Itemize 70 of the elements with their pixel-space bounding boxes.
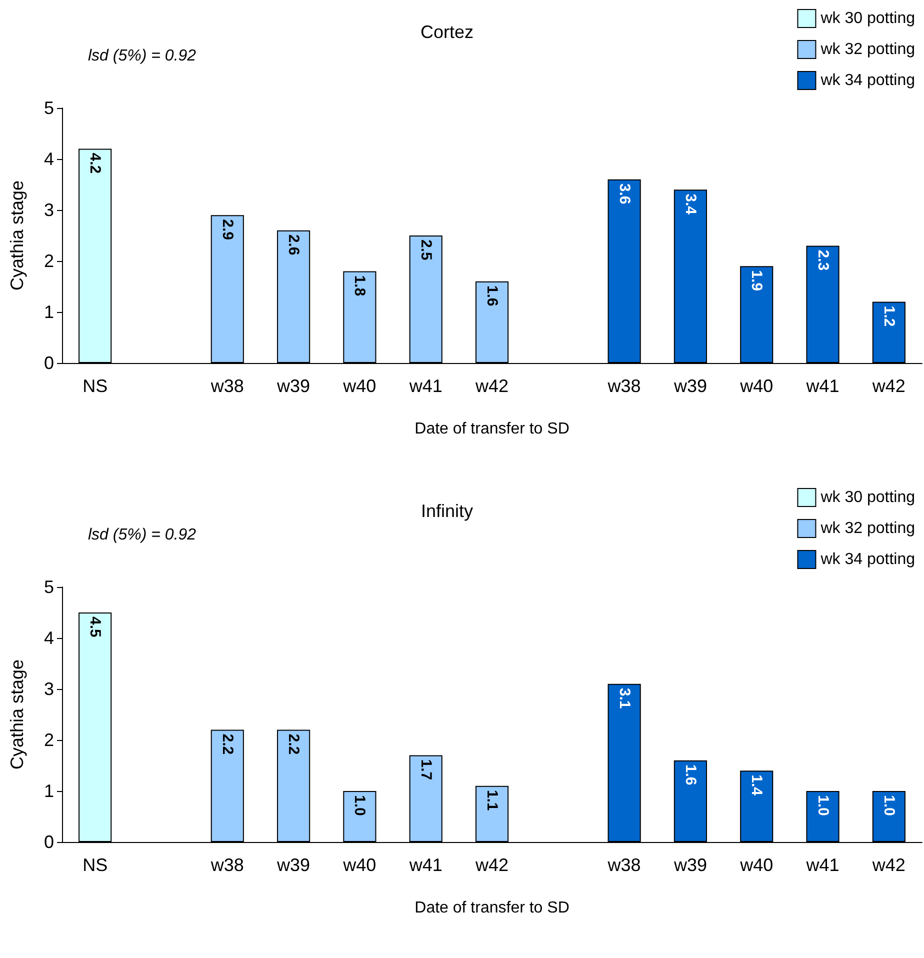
y-tick-label: 5: [44, 98, 54, 118]
x-tick-label: w38: [210, 376, 244, 396]
data-label: 4.5: [86, 616, 104, 638]
y-tick-label: 5: [44, 577, 54, 597]
data-label: 1.0: [351, 795, 368, 816]
y-tick-label: 3: [44, 200, 54, 220]
data-label: 3.1: [616, 688, 633, 709]
data-label: 2.5: [417, 240, 434, 260]
x-tick-label: w38: [210, 855, 244, 875]
data-label: 2.6: [285, 234, 302, 256]
y-axis-title: Cyathia stage: [7, 180, 27, 291]
x-tick-label: w42: [474, 376, 509, 396]
y-tick-label: 1: [44, 781, 54, 801]
data-label: 1.4: [748, 774, 766, 796]
legend-label: wk 30 potting: [820, 489, 915, 506]
x-tick-label: w40: [342, 855, 376, 875]
data-label: 1.0: [880, 795, 898, 816]
y-tick-label: 1: [44, 302, 54, 322]
data-label: 1.1: [484, 790, 500, 811]
data-label: 4.2: [86, 152, 104, 174]
x-tick-label: w41: [408, 855, 442, 875]
y-tick-label: 2: [44, 251, 54, 271]
x-tick-label: w42: [871, 855, 906, 875]
chart-title: Infinity: [420, 501, 474, 521]
x-tick-label: w41: [408, 376, 442, 396]
x-tick-label: w42: [871, 376, 906, 396]
x-tick-label: w38: [606, 855, 641, 875]
legend-label: wk 34 potting: [820, 72, 915, 89]
text: lsd (5%) = 0.92: [88, 526, 196, 544]
legend-label: wk 34 potting: [820, 551, 915, 568]
y-tick-label: 3: [44, 679, 54, 699]
x-tick-label: NS: [82, 376, 108, 396]
x-tick-label: w40: [739, 376, 774, 396]
y-tick-label: 0: [44, 353, 54, 373]
x-tick-label: w39: [276, 376, 310, 396]
x-tick-label: w41: [805, 855, 840, 875]
y-axis-title: Cyathia stage: [7, 659, 27, 770]
data-label: 1.6: [682, 764, 699, 786]
x-tick-label: w38: [606, 376, 641, 396]
legend-label: wk 32 potting: [820, 41, 915, 58]
data-label: 1.2: [880, 306, 898, 327]
x-tick-label: w41: [805, 376, 840, 396]
text: lsd (5%) = 0.92: [88, 48, 196, 64]
x-axis-title: Date of transfer to SD: [414, 420, 570, 438]
x-tick-label: w39: [672, 855, 707, 875]
data-label: 2.9: [218, 219, 236, 240]
data-label: 2.3: [814, 250, 832, 271]
data-label: 3.6: [616, 183, 633, 204]
x-tick-label: w40: [739, 855, 774, 875]
x-tick-label: w39: [276, 855, 310, 875]
data-label: 1.7: [417, 759, 434, 780]
data-label: 2.2: [285, 734, 302, 755]
x-tick-label: w40: [342, 376, 376, 396]
data-label: 2.2: [218, 734, 236, 755]
data-label: 1.9: [748, 270, 766, 291]
legend-label: wk 30 potting: [820, 10, 915, 27]
y-tick-label: 4: [44, 149, 54, 169]
data-label: 1.0: [814, 795, 832, 816]
data-label: 3.4: [682, 194, 699, 216]
x-tick-label: w42: [474, 855, 509, 875]
y-tick-label: 0: [44, 832, 54, 852]
x-axis-title: Date of transfer to SD: [414, 900, 570, 916]
x-tick-label: NS: [82, 855, 108, 875]
x-tick-label: w39: [672, 376, 707, 396]
data-label: 1.8: [351, 275, 368, 296]
data-label: 1.6: [484, 285, 500, 306]
legend-label: wk 32 potting: [820, 520, 915, 537]
chart-title: Cortez: [420, 22, 474, 42]
y-tick-label: 4: [44, 628, 54, 648]
y-tick-label: 2: [44, 730, 54, 750]
